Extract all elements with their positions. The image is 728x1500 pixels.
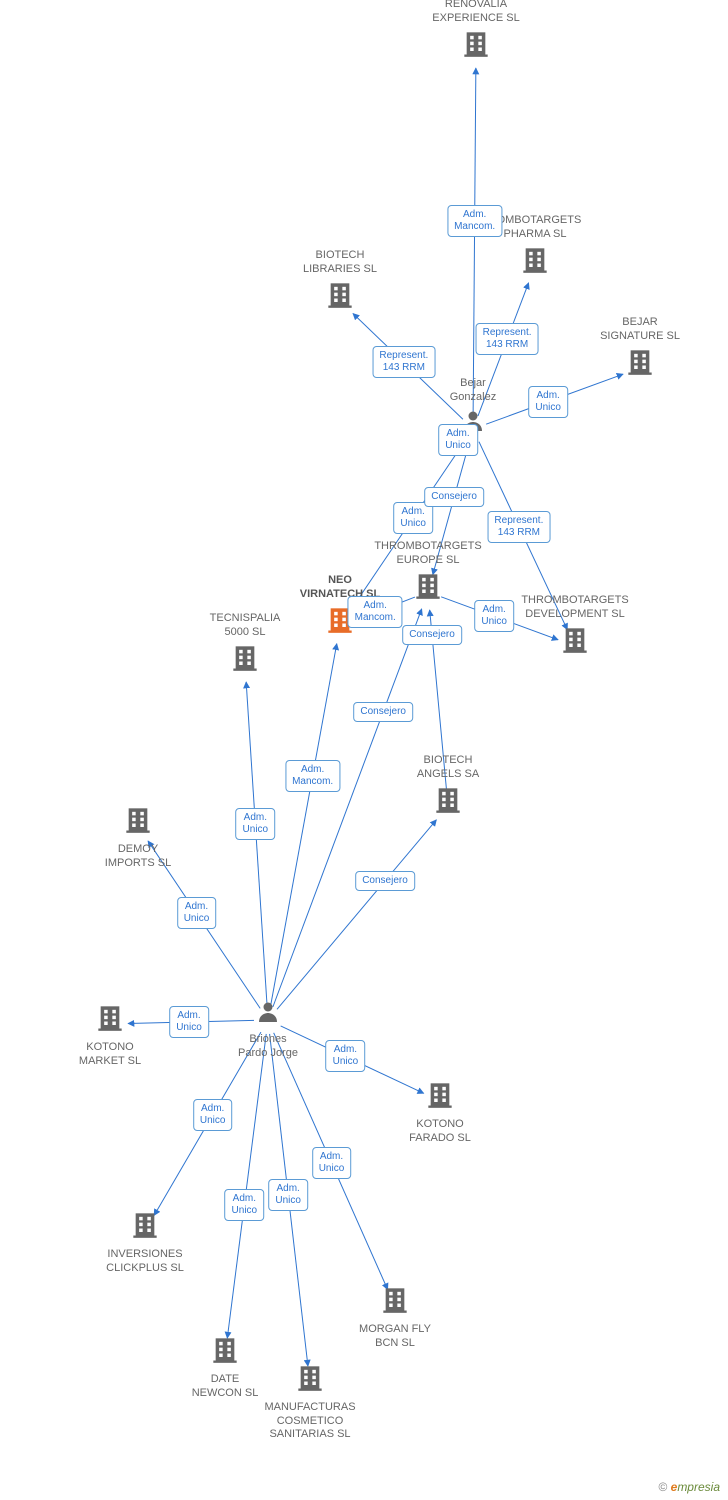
- edge-bejar-neo: [350, 441, 465, 611]
- copyright-label: © empresia: [658, 1480, 720, 1494]
- edge-bejar-bejar_sig: [486, 374, 623, 424]
- edge-briones-inversiones: [154, 1032, 261, 1215]
- edge-throm_eu-neo: [357, 597, 415, 619]
- edge-bejar-throm_dev: [479, 442, 567, 630]
- edge-briones-kotono_far: [281, 1026, 424, 1093]
- edge-biotech_ang-throm_eu: [430, 610, 447, 792]
- edge-throm_eu-throm_dev: [441, 597, 558, 640]
- edge-briones-tecnispalia: [246, 682, 267, 1006]
- edge-briones-manufact: [270, 1034, 308, 1366]
- edge-bejar-biotech_lib: [353, 313, 463, 419]
- edge-briones-kotono_mkt: [128, 1020, 254, 1023]
- edge-briones-biotech_ang: [277, 820, 436, 1010]
- copyright-rest: mpresia: [677, 1480, 720, 1494]
- edge-bejar-rombotargets: [478, 283, 529, 416]
- edge-briones-demoy: [148, 841, 260, 1008]
- network-graph-svg: [0, 0, 728, 1500]
- copyright-symbol: ©: [658, 1480, 667, 1494]
- edge-bejar-renovalia: [473, 68, 476, 415]
- edge-briones-throm_eu: [273, 609, 422, 1007]
- edge-briones-morgan: [274, 1033, 388, 1290]
- edge-briones-neo: [271, 644, 337, 1007]
